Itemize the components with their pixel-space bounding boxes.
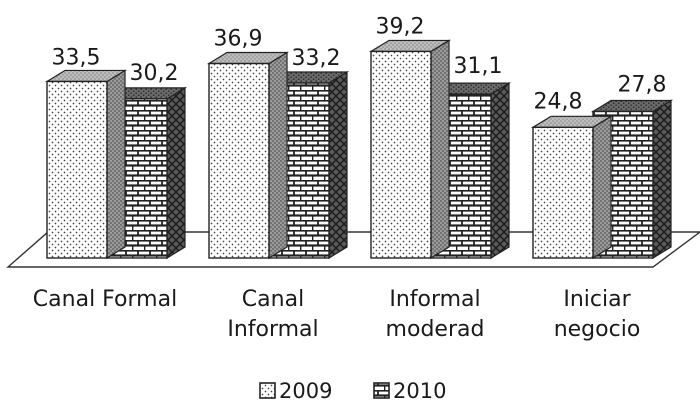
bar-side (106, 69, 126, 260)
category-label-line: Iniciar (563, 287, 631, 312)
value-label-2010-3: 31,1 (454, 54, 503, 79)
bar-2009-2 (206, 51, 290, 260)
value-label-2009-4: 24,8 (534, 89, 583, 114)
value-label-2009-2: 36,9 (214, 27, 263, 52)
value-labels-group: 30,2 33,5 33,2 36,9 31,1 39,2 27,8 24,8 (52, 14, 667, 114)
category-labels-group: Canal Formal Canal Informal Informal moderad… (33, 287, 640, 342)
category-label-line: negocio (554, 317, 641, 342)
bar-front (370, 50, 432, 259)
category-label-line: Canal (242, 287, 304, 312)
category-label-line: Informal (389, 287, 480, 312)
category-label-line: Canal Formal (33, 287, 177, 312)
bar-side (652, 99, 672, 260)
legend-swatch-2010 (373, 382, 390, 399)
category-label-4: Iniciar negocio (554, 287, 641, 342)
legend-item-2009: 2009 (259, 379, 332, 403)
category-label-line: Informal (227, 317, 318, 342)
bar-side (490, 82, 510, 260)
bar-side (592, 115, 612, 260)
legend-label-2010: 2010 (393, 379, 446, 403)
bar-side (268, 51, 288, 260)
category-label-line: moderad (386, 317, 485, 342)
legend-swatch-2009 (259, 382, 276, 399)
bar-side (166, 86, 186, 260)
bar-front (208, 62, 270, 259)
bar-side (430, 39, 450, 260)
legend-item-2010: 2010 (373, 379, 446, 403)
value-label-2010-1: 30,2 (130, 61, 179, 86)
category-label-2: Canal Informal (227, 287, 318, 342)
category-label-3: Informal moderad (386, 287, 485, 342)
value-label-2009-3: 39,2 (376, 14, 425, 39)
value-label-2009-1: 33,5 (52, 45, 101, 70)
bar-front (532, 126, 594, 259)
legend-label-2009: 2009 (279, 379, 332, 403)
bar-front (46, 80, 108, 259)
bar-side (328, 70, 348, 260)
value-label-2010-2: 33,2 (292, 46, 341, 71)
bars-group (44, 39, 674, 260)
legend: 2009 2010 (259, 379, 446, 403)
bar-2009-3 (368, 39, 452, 260)
category-label-1: Canal Formal (33, 287, 177, 312)
bar-2009-4 (530, 115, 614, 260)
value-label-2010-4: 27,8 (618, 72, 667, 97)
bar-2009-1 (44, 69, 128, 260)
